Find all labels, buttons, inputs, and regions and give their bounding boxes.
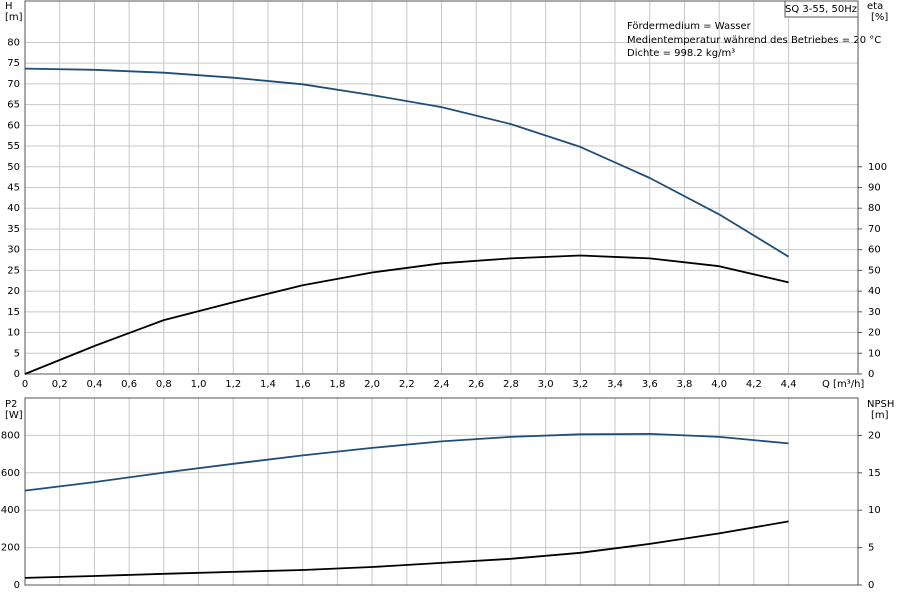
y2-tick-label: 80 <box>868 203 881 214</box>
x-tick-label: 1,6 <box>295 379 311 390</box>
x-tick-label: 1,2 <box>225 379 241 390</box>
y2-tick-label: 10 <box>868 348 881 359</box>
y-axis-label: H <box>5 1 13 12</box>
y2-tick-label: 20 <box>868 328 881 339</box>
curve <box>24 254 789 375</box>
x-tick-label: 4,2 <box>746 379 762 390</box>
x-tick-label: 2,2 <box>399 379 415 390</box>
curve <box>24 520 789 579</box>
x-tick-label: 4,4 <box>781 379 797 390</box>
x-tick-label: 1,0 <box>191 379 207 390</box>
x-tick-label: 0 <box>22 379 28 390</box>
x-tick-label: 2,4 <box>434 379 450 390</box>
y-tick-label: 30 <box>7 245 20 256</box>
y-tick-label: 400 <box>1 505 20 516</box>
x-axis-label: Q [m³/h] <box>822 379 864 390</box>
y2-axis-unit: [%] <box>871 12 888 23</box>
chart-title: SQ 3-55, 50Hz <box>785 4 857 15</box>
y2-tick-label: 90 <box>868 183 881 194</box>
annotation: Dichte = 998.2 kg/m³ <box>627 48 735 59</box>
y-tick-label: 15 <box>7 307 20 318</box>
y-axis-unit: [W] <box>5 410 23 421</box>
y-axis-label: P2 <box>5 399 17 410</box>
y2-tick-label: 70 <box>868 224 881 235</box>
y-tick-label: 50 <box>7 162 20 173</box>
y-tick-label: 60 <box>7 120 20 131</box>
y-tick-label: 10 <box>7 328 20 339</box>
y2-axis-label: NPSH <box>867 399 894 410</box>
x-tick-label: 3,6 <box>642 379 658 390</box>
y2-tick-label: 0 <box>868 369 874 380</box>
x-tick-label: 4,0 <box>711 379 727 390</box>
y-tick-label: 45 <box>7 183 20 194</box>
y2-tick-label: 50 <box>868 265 881 276</box>
y-tick-label: 20 <box>7 286 20 297</box>
plot-frame <box>24 0 859 375</box>
y-tick-label: 55 <box>7 141 20 152</box>
curve <box>24 433 789 492</box>
y-tick-label: 800 <box>1 430 20 441</box>
x-tick-label: 0,8 <box>156 379 172 390</box>
x-tick-label: 3,0 <box>538 379 554 390</box>
y2-tick-label: 10 <box>868 505 881 516</box>
y2-tick-label: 20 <box>868 430 881 441</box>
y-tick-label: 5 <box>14 348 20 359</box>
x-tick-label: 0,2 <box>52 379 68 390</box>
x-tick-label: 3,8 <box>677 379 693 390</box>
y2-tick-label: 40 <box>868 286 881 297</box>
y-tick-label: 35 <box>7 224 20 235</box>
x-tick-label: 3,4 <box>607 379 623 390</box>
y2-tick-label: 0 <box>868 580 874 591</box>
x-tick-label: 1,4 <box>260 379 276 390</box>
annotation: Fördermedium = Wasser <box>627 21 752 32</box>
y-tick-label: 70 <box>7 79 20 90</box>
y-tick-label: 65 <box>7 100 20 111</box>
x-tick-label: 2,6 <box>468 379 484 390</box>
y-tick-label: 75 <box>7 58 20 69</box>
x-tick-label: 3,2 <box>572 379 588 390</box>
y2-axis-label: eta <box>867 1 883 12</box>
curve <box>24 67 790 258</box>
y2-tick-label: 60 <box>868 245 881 256</box>
annotation: Medientemperatur während des Betriebes =… <box>627 35 881 46</box>
y-tick-label: 40 <box>7 203 20 214</box>
y-tick-label: 0 <box>14 369 20 380</box>
y-axis-unit: [m] <box>5 12 23 23</box>
x-tick-label: 0,6 <box>121 379 137 390</box>
y2-tick-label: 5 <box>868 543 874 554</box>
y2-tick-label: 15 <box>868 468 881 479</box>
y-tick-label: 200 <box>1 543 20 554</box>
x-tick-label: 1,8 <box>329 379 345 390</box>
y2-tick-label: 30 <box>868 307 881 318</box>
y-tick-label: 600 <box>1 468 20 479</box>
y-tick-label: 80 <box>7 37 20 48</box>
y-tick-label: 25 <box>7 265 20 276</box>
x-tick-label: 2,8 <box>503 379 519 390</box>
plot-frame <box>24 397 859 586</box>
x-tick-label: 0,4 <box>86 379 102 390</box>
y2-tick-label: 100 <box>868 162 887 173</box>
y2-axis-unit: [m] <box>871 410 889 421</box>
y-tick-label: 0 <box>14 580 20 591</box>
x-tick-label: 2,0 <box>364 379 380 390</box>
